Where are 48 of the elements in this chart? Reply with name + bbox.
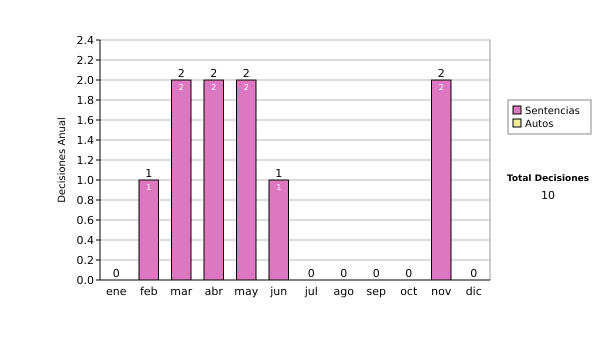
x-tick-label: abr (204, 285, 224, 298)
y-tick-label: 0.6 (76, 214, 94, 227)
x-tick-label: oct (400, 285, 418, 298)
data-label: 1 (276, 183, 282, 192)
total-label: 0 (308, 267, 315, 280)
data-label: 2 (244, 83, 249, 92)
total-label: 0 (372, 267, 380, 280)
x-tick-label: may (234, 285, 259, 298)
y-tick-label: 0.0 (76, 274, 94, 287)
total-label: 2 (210, 67, 218, 80)
data-label: 2 (438, 83, 444, 92)
total-label: 1 (275, 167, 282, 180)
y-tick-label: 0.2 (76, 254, 94, 267)
data-label: 2 (211, 83, 216, 92)
total-label: 0 (340, 267, 348, 280)
x-tick-label: dic (466, 285, 482, 298)
x-tick-label: ene (106, 285, 127, 298)
total-label: 1 (145, 167, 152, 180)
total-label: 0 (405, 267, 412, 280)
total-label: 0 (112, 267, 120, 280)
total-label: 2 (438, 67, 445, 80)
x-tick-label: sep (366, 285, 386, 298)
x-tick-label: jun (269, 285, 288, 298)
y-tick-label: 2.2 (76, 54, 94, 67)
y-tick-label: 1.4 (76, 134, 94, 147)
total-label: 2 (242, 67, 250, 80)
x-tick-label: nov (431, 285, 452, 298)
y-tick-label: 2.4 (76, 34, 94, 47)
y-tick-label: 1.8 (76, 94, 94, 107)
legend-label: Autos (525, 119, 554, 130)
total-label: 2 (178, 67, 185, 80)
total-label: 0 (470, 267, 478, 280)
legend-label: Sentencias (525, 106, 580, 117)
text: Total Decisiones (506, 174, 590, 184)
y-tick-label: 0.4 (76, 234, 94, 247)
x-tick-label: feb (140, 285, 158, 298)
y-tick-label: 1.2 (76, 154, 94, 167)
x-tick-label: jul (304, 285, 318, 298)
y-tick-label: 2.0 (76, 74, 94, 87)
y-tick-label: 1.6 (76, 114, 94, 127)
y-tick-label: 1.0 (76, 174, 94, 187)
x-tick-label: ago (334, 285, 354, 298)
text: 10 (541, 189, 555, 202)
y-axis-title: Decisiones Anual (57, 117, 68, 203)
x-tick-label: mar (170, 285, 193, 298)
y-tick-label: 0.8 (76, 194, 94, 207)
data-label: 1 (146, 183, 152, 192)
data-label: 2 (178, 83, 184, 92)
